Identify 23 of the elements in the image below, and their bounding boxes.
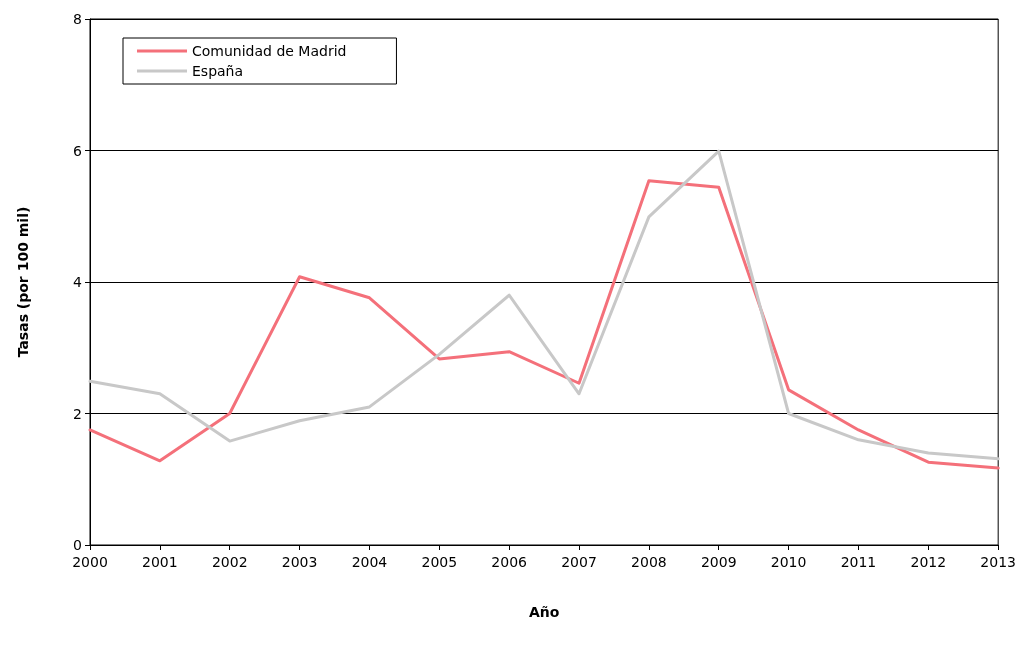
x-tick-label: 2009 xyxy=(700,554,737,570)
x-tick-label: 2013 xyxy=(980,554,1017,570)
x-tick-label: 2006 xyxy=(491,554,528,570)
x-tick-label: 2005 xyxy=(421,554,458,570)
x-tick-label: 2001 xyxy=(142,554,178,570)
x-tick-label: 2012 xyxy=(910,554,947,570)
y-tick-label: 8 xyxy=(73,11,82,27)
y-tick-label: 0 xyxy=(73,537,82,553)
y-tick-label: 4 xyxy=(73,274,83,290)
legend-label: Comunidad de Madrid xyxy=(192,43,347,59)
x-tick-label: 2004 xyxy=(351,554,388,570)
x-tick-label: 2000 xyxy=(72,554,108,570)
y-tick-label: 2 xyxy=(73,405,82,422)
x-tick-label: 2010 xyxy=(770,554,807,570)
x-tick-label: 2007 xyxy=(561,554,597,570)
y-axis-title: Tasas (por 100 mil) xyxy=(15,206,31,358)
x-axis-title: Año xyxy=(528,604,560,620)
x-tick-label: 2008 xyxy=(631,554,667,570)
x-tick-label: 2011 xyxy=(840,554,877,570)
x-tick-label: 2003 xyxy=(281,554,318,570)
x-tick-label: 2002 xyxy=(211,554,248,570)
y-tick-label: 6 xyxy=(73,142,83,159)
legend-label: España xyxy=(192,63,244,79)
